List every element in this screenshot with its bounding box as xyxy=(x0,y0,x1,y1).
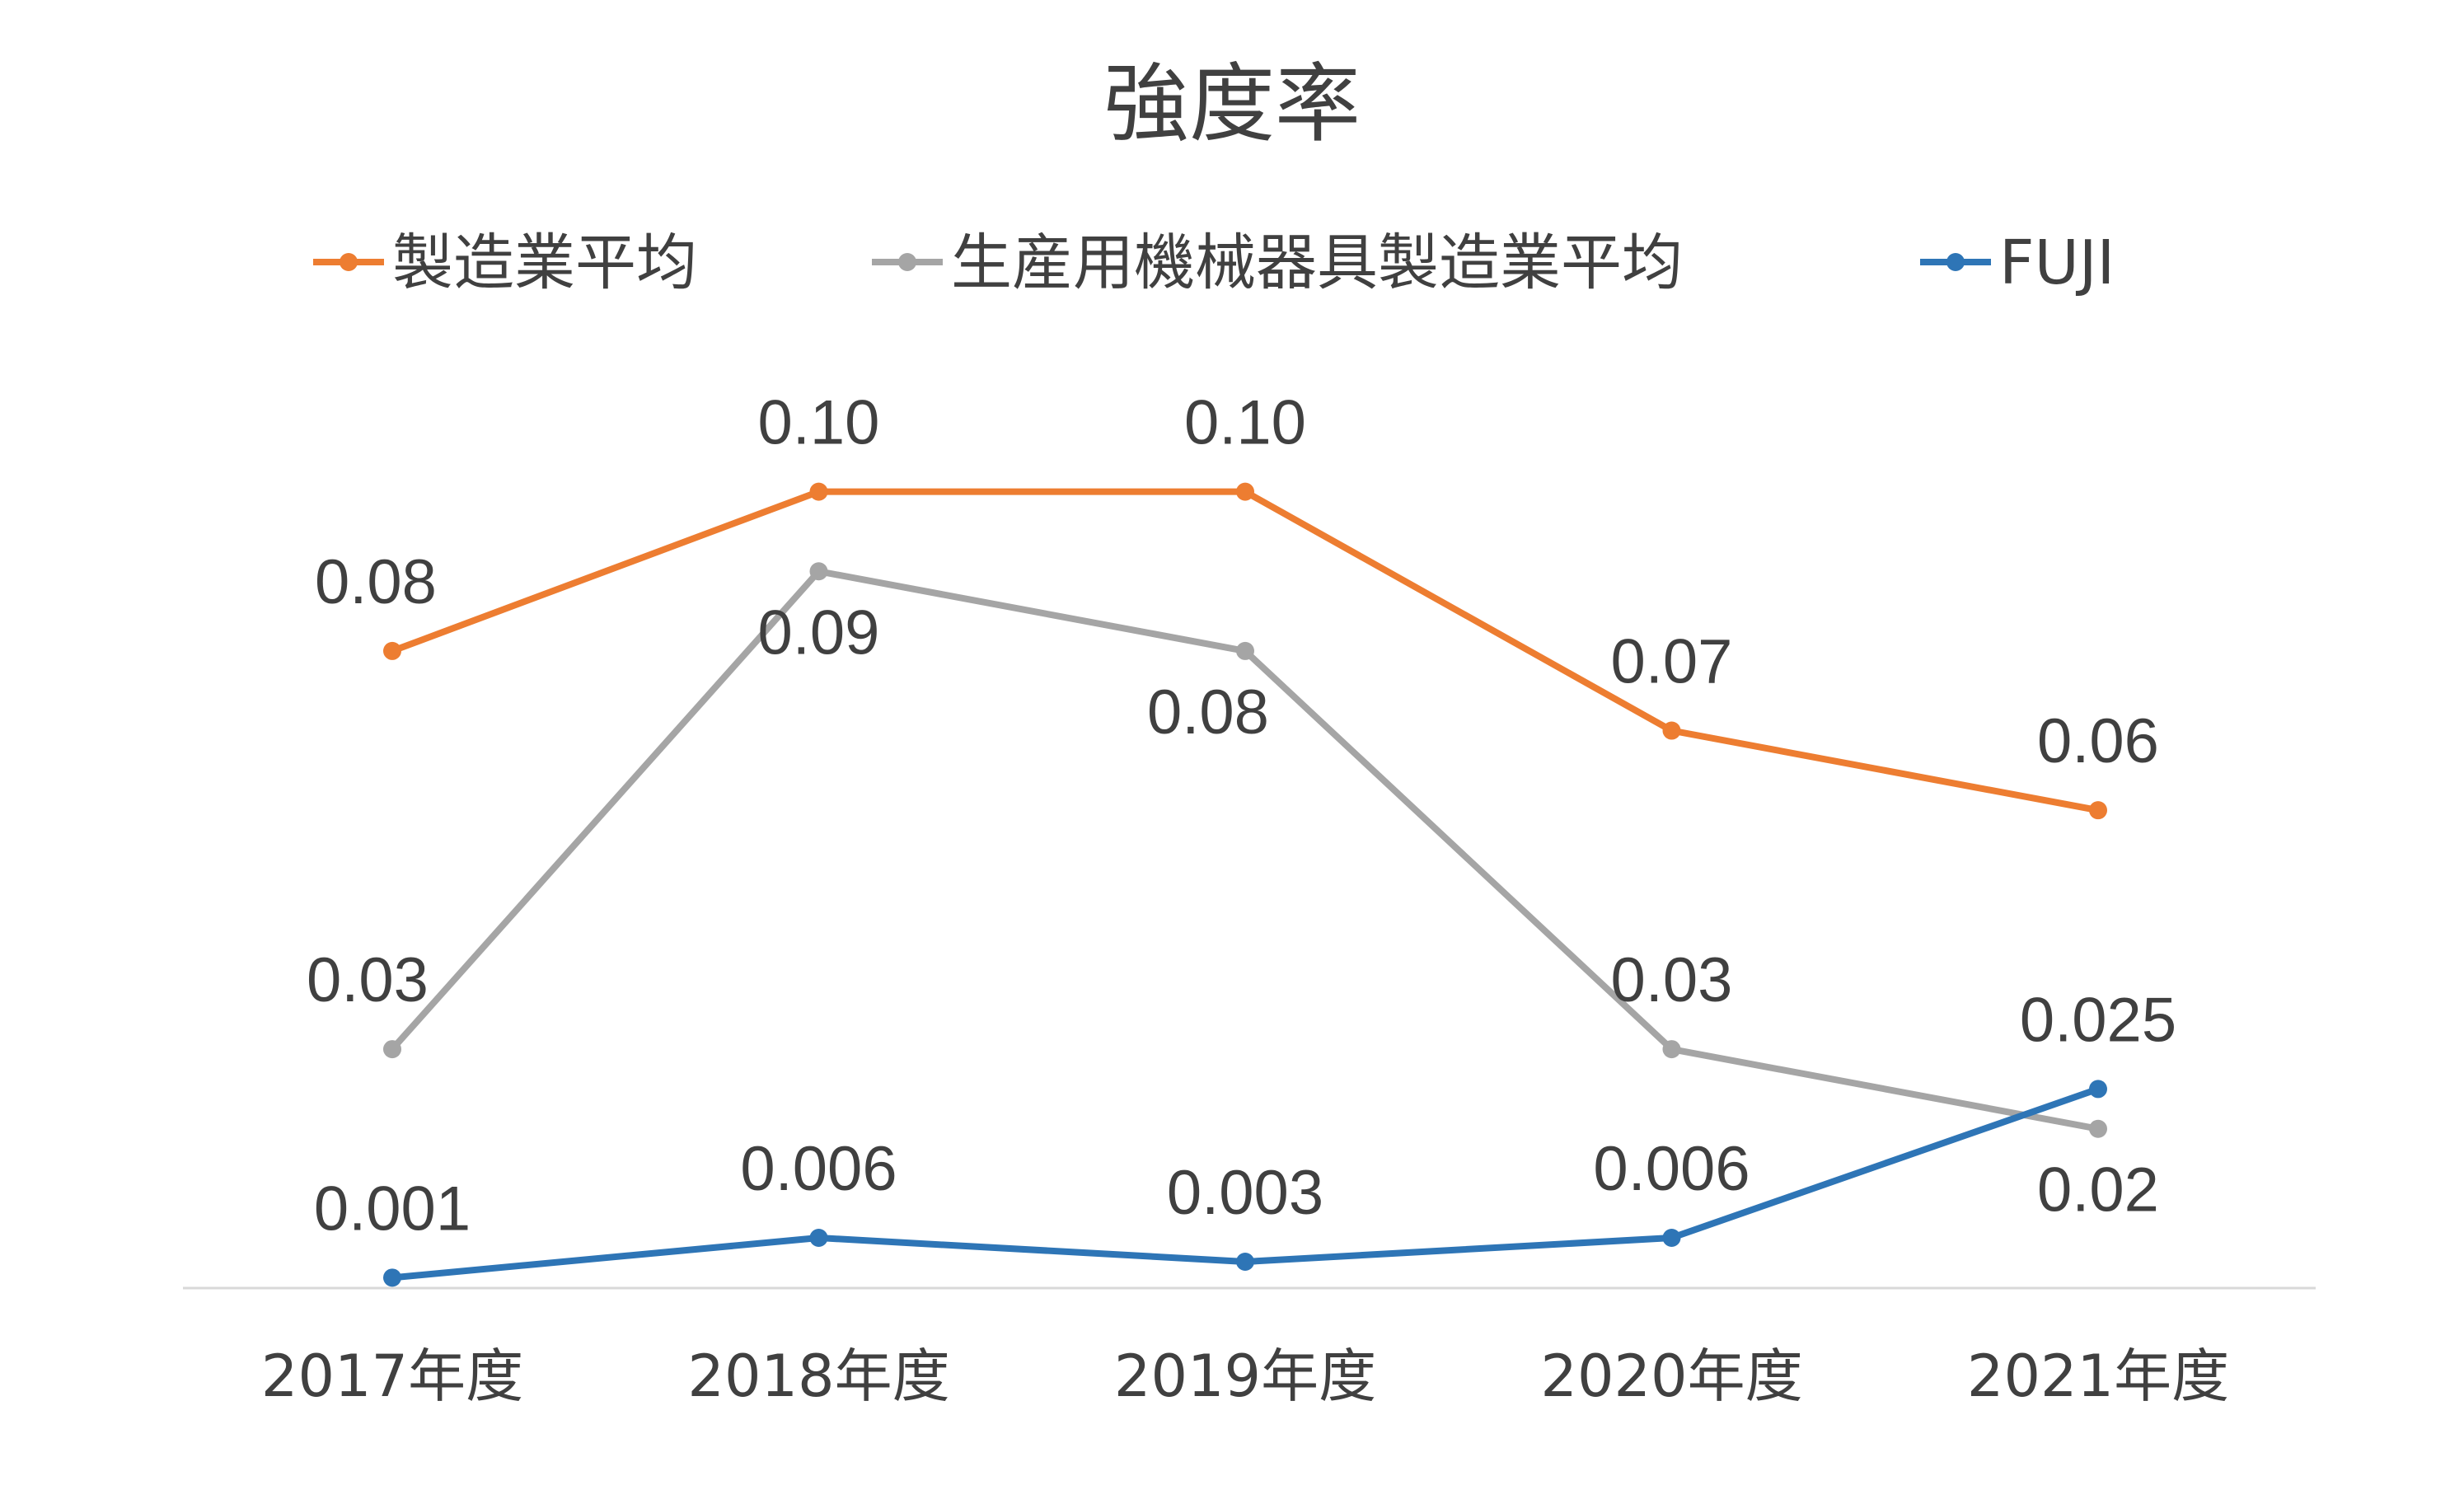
legend-item-series-1: 生産用機械器具製造業平均 xyxy=(872,227,1683,298)
data-label: 0.10 xyxy=(758,388,880,458)
data-point xyxy=(1236,641,1254,660)
data-point xyxy=(809,1229,828,1248)
data-label: 0.07 xyxy=(1611,627,1733,697)
legend-label-series-1: 生産用機械器具製造業平均 xyxy=(951,227,1683,298)
legend-label-series-0: 製造業平均 xyxy=(392,227,697,298)
data-label: 0.02 xyxy=(2037,1155,2159,1225)
x-tick-label: 2017年度 xyxy=(261,1342,523,1410)
x-tick-label: 2020年度 xyxy=(1540,1342,1802,1410)
x-tick-label: 2018年度 xyxy=(687,1342,949,1410)
x-tick-label: 2019年度 xyxy=(1114,1342,1376,1410)
data-label: 0.10 xyxy=(1184,388,1306,458)
legend-marker-series-2 xyxy=(1946,253,1965,271)
data-label: 0.003 xyxy=(1167,1158,1323,1228)
data-point xyxy=(1662,1229,1681,1248)
data-label: 0.03 xyxy=(1611,945,1733,1015)
data-label: 0.006 xyxy=(1593,1134,1750,1204)
data-point xyxy=(2089,1119,2107,1138)
data-label: 0.001 xyxy=(314,1174,471,1244)
data-point xyxy=(1236,482,1254,501)
data-label: 0.08 xyxy=(315,547,437,617)
legend-marker-series-0 xyxy=(340,253,358,271)
data-point xyxy=(383,1040,401,1059)
data-label: 0.025 xyxy=(2020,985,2176,1055)
data-labels: 0.08 0.10 0.10 0.07 0.06 0.03 0.09 0.08 0.03 0.02… xyxy=(307,388,2176,1244)
legend: 製造業平均 生産用機械器具製造業平均 FUJI xyxy=(313,227,2115,298)
x-axis-ticks: 2017年度 2018年度 2019年度 2020年度 2021年度 xyxy=(261,1342,2229,1410)
legend-item-series-0: 製造業平均 xyxy=(313,227,697,298)
data-label: 0.09 xyxy=(758,597,880,668)
legend-marker-series-1 xyxy=(898,253,916,271)
legend-item-series-2: FUJI xyxy=(1920,227,2115,298)
data-point xyxy=(2089,1080,2107,1099)
data-point xyxy=(1662,1040,1681,1059)
data-point xyxy=(2089,801,2107,820)
legend-label-series-2: FUJI xyxy=(1999,227,2115,298)
data-label: 0.006 xyxy=(740,1134,897,1204)
x-tick-label: 2021年度 xyxy=(1967,1342,2229,1410)
data-point xyxy=(809,562,828,581)
data-point xyxy=(1236,1253,1254,1272)
data-point xyxy=(383,641,401,660)
data-label: 0.06 xyxy=(2037,706,2159,776)
data-label: 0.03 xyxy=(307,945,429,1015)
data-point xyxy=(383,1268,401,1287)
chart-title: 強度率 xyxy=(1103,54,1361,154)
data-label: 0.08 xyxy=(1147,677,1269,747)
series-points xyxy=(383,482,2107,1287)
data-point xyxy=(1662,721,1681,740)
data-point xyxy=(809,482,828,501)
